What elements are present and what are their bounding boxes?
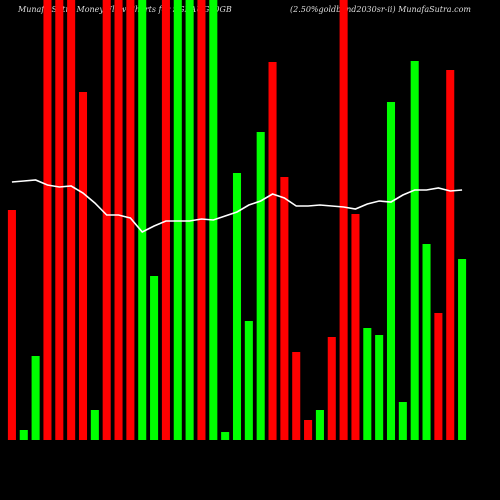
bar xyxy=(67,0,76,440)
bar xyxy=(31,356,40,440)
bar xyxy=(173,0,182,440)
bar xyxy=(339,0,348,440)
bar xyxy=(351,214,360,440)
bar xyxy=(410,61,419,440)
bar xyxy=(114,0,123,440)
chart-subtitle: (2.50%goldbond2030sr-ii) MunafaSutra.com xyxy=(290,5,471,14)
bar xyxy=(244,321,253,440)
bar xyxy=(138,0,147,440)
bar xyxy=(386,102,396,440)
bar xyxy=(422,244,431,440)
bar xyxy=(458,259,467,440)
bar xyxy=(19,430,28,440)
bar xyxy=(150,276,159,440)
bar xyxy=(398,402,407,440)
bar xyxy=(102,0,111,440)
bar xyxy=(315,410,324,440)
bar xyxy=(221,432,230,440)
bar xyxy=(363,328,372,440)
bar xyxy=(7,210,16,440)
bar xyxy=(232,173,242,440)
bar xyxy=(292,352,301,440)
bar xyxy=(126,0,135,440)
bar xyxy=(434,313,443,440)
bar xyxy=(280,177,289,440)
bar xyxy=(446,70,455,440)
bar xyxy=(327,337,336,440)
bar xyxy=(90,410,99,440)
bar xyxy=(185,0,194,440)
chart-title: Munafa Sutra Money Flow Charts for SGBAU… xyxy=(17,5,232,14)
bar xyxy=(304,420,313,440)
bar xyxy=(78,92,88,440)
bar xyxy=(268,62,277,440)
bar xyxy=(55,0,64,440)
bar xyxy=(161,0,170,440)
bar xyxy=(375,335,384,440)
bar xyxy=(256,132,265,440)
flow-line xyxy=(11,179,463,233)
bar xyxy=(43,0,52,440)
bar xyxy=(197,0,206,440)
